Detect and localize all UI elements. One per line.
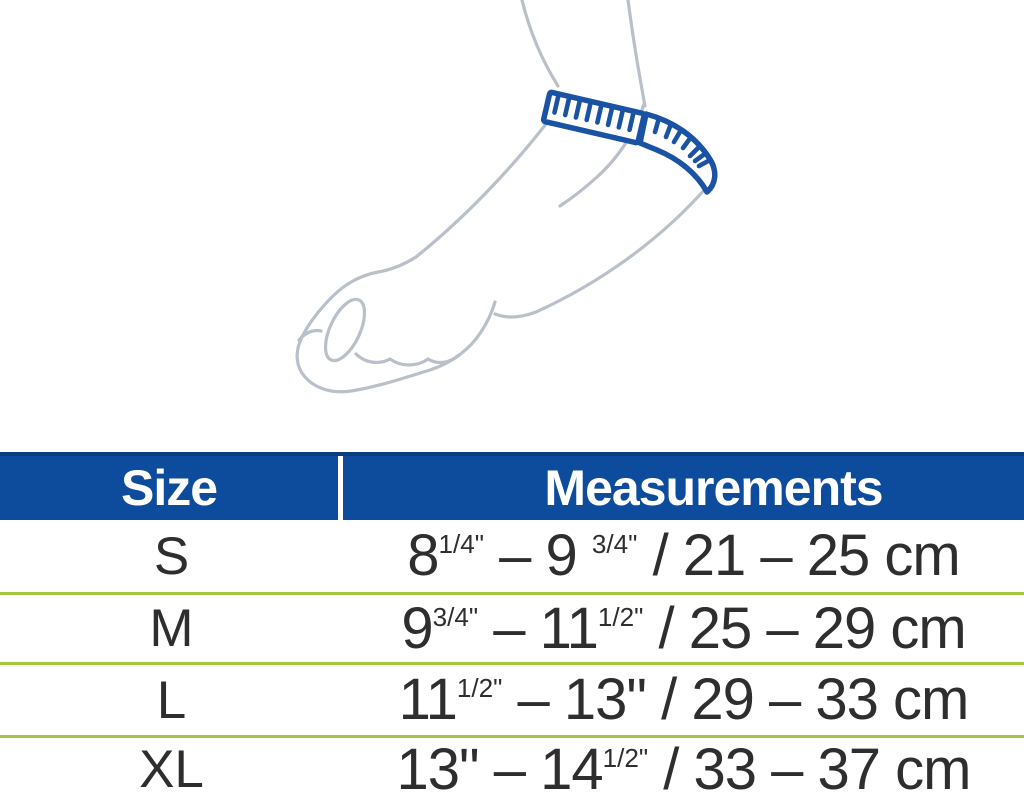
size-cell: S bbox=[153, 526, 190, 586]
size-column-header-label: Size bbox=[120, 460, 218, 516]
measurement-cell: 81/4" – 9 3/4" / 21 – 25 cm bbox=[407, 523, 961, 588]
thumb-outline bbox=[323, 297, 367, 363]
arm-outline-graphic bbox=[295, 0, 708, 394]
table-row-size-s: S 81/4" – 9 3/4" / 21 – 25 cm bbox=[0, 520, 1024, 595]
forearm-bottom-line bbox=[493, 186, 708, 319]
tape-band-segment bbox=[540, 89, 647, 146]
measurements-column-header: Measurements bbox=[343, 456, 1024, 520]
size-table: Size Measurements S 81/4" – 9 3/4" / 21 … bbox=[0, 452, 1024, 801]
measuring-tape-icon bbox=[540, 89, 718, 195]
measurement-cell: 13" – 141/2" / 33 – 37 cm bbox=[396, 736, 972, 802]
size-cell: M bbox=[149, 599, 194, 658]
table-row-size-m: M 93/4" – 111/2" / 25 – 29 cm bbox=[0, 595, 1024, 665]
tape-band-tick-marks bbox=[552, 94, 636, 133]
finger-crease-lines bbox=[354, 352, 461, 367]
measurement-cell: 93/4" – 111/2" / 25 – 29 cm bbox=[401, 595, 966, 661]
size-cell: L bbox=[156, 670, 187, 730]
table-row-size-xl: XL 13" – 141/2" / 33 – 37 cm bbox=[0, 738, 1024, 801]
tape-tail-segment bbox=[637, 111, 718, 195]
hand-bottom-line bbox=[300, 300, 497, 394]
size-cell: XL bbox=[139, 740, 204, 799]
tape-tail-tick-marks bbox=[652, 115, 713, 169]
forearm-top-line bbox=[414, 118, 551, 259]
arm-measurement-illustration bbox=[295, 0, 718, 394]
measurement-cell: 111/2" – 13" / 29 – 33 cm bbox=[398, 667, 970, 732]
hand-top-line bbox=[295, 255, 418, 375]
size-table-header-row: Size Measurements bbox=[0, 452, 1024, 520]
measurements-column-header-label: Measurements bbox=[544, 460, 883, 516]
header-column-divider bbox=[338, 456, 343, 520]
upper-arm-right-line bbox=[626, 0, 647, 108]
fingertip-detail-line bbox=[297, 328, 323, 342]
table-row-size-l: L 111/2" – 13" / 29 – 33 cm bbox=[0, 665, 1024, 738]
upper-arm-left-line bbox=[520, 0, 560, 88]
arm-with-measuring-tape-icon bbox=[295, 0, 718, 394]
size-column-header: Size bbox=[0, 456, 338, 520]
